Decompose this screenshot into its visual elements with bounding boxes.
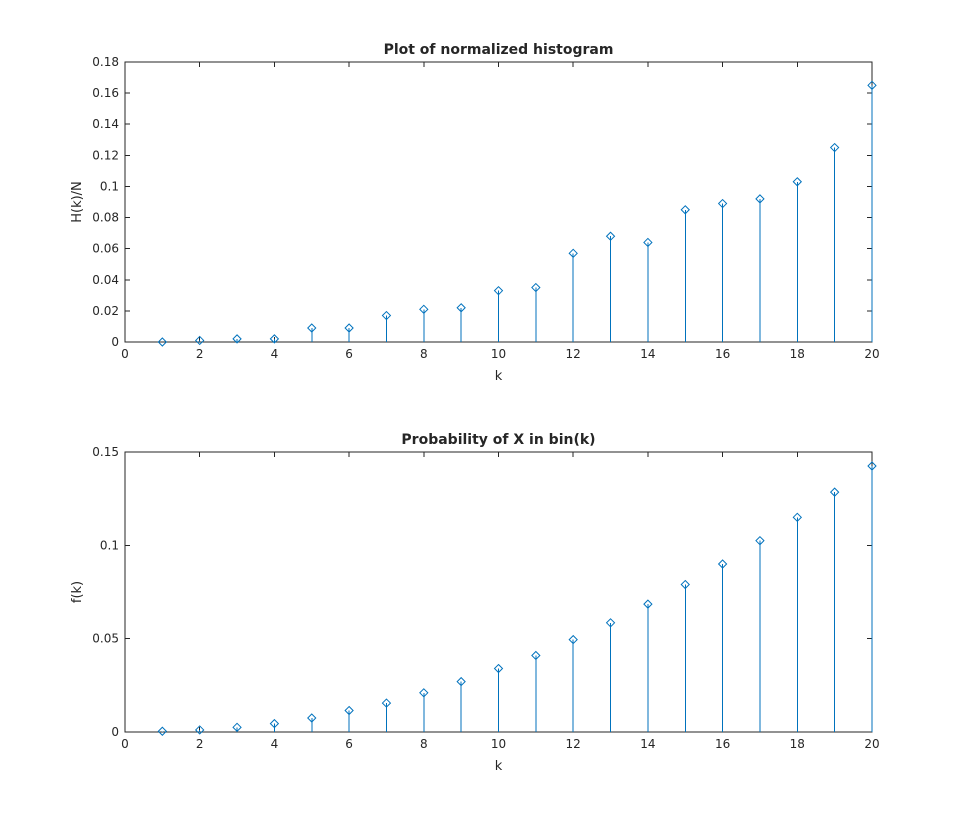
stem-marker [829, 487, 840, 497]
x-tick-label: 16 [715, 347, 730, 361]
stem-marker [493, 663, 504, 674]
y-axis-label: f(k) [70, 581, 85, 603]
stem-marker [717, 559, 728, 569]
x-axis-label: k [495, 369, 503, 384]
stem-marker [194, 335, 205, 346]
x-tick-label: 12 [566, 737, 581, 751]
x-tick-label: 20 [864, 737, 879, 751]
x-tick-label: 18 [790, 737, 805, 751]
stem-marker [157, 726, 168, 736]
y-tick-label: 0.15 [92, 445, 119, 459]
x-tick-label: 16 [715, 737, 730, 751]
y-tick-label: 0.08 [92, 211, 119, 225]
x-tick-label: 14 [640, 347, 655, 361]
x-tick-label: 18 [790, 347, 805, 361]
y-tick-label: 0.02 [92, 304, 119, 318]
stem-marker [307, 713, 317, 723]
stem-marker [531, 650, 541, 661]
stem-marker [531, 282, 541, 293]
y-tick-label: 0 [111, 725, 119, 739]
stem-marker [269, 718, 280, 729]
stem-marker [792, 177, 803, 187]
stem-marker [269, 334, 280, 344]
stem-marker [829, 142, 840, 153]
stem-marker [381, 698, 392, 708]
y-axis-label: H(k)/N [70, 181, 85, 223]
x-tick-label: 8 [420, 347, 428, 361]
stem-marker [419, 304, 429, 315]
plot-normalized-histogram: 0 2 4 6 8 10 12 14 16 18 20 0 0.02 0.04 0.06 0.08 0.1 0.1… [70, 42, 880, 384]
stem-marker [232, 334, 242, 344]
stem-marker [232, 722, 242, 733]
x-tick-label: 0 [121, 347, 129, 361]
y-tick-label: 0.12 [92, 148, 119, 162]
x-tick-label: 10 [491, 737, 506, 751]
x-axis-label: k [495, 759, 503, 774]
x-tick-label: 12 [566, 347, 581, 361]
stem-marker [344, 323, 354, 333]
x-tick-label: 14 [640, 737, 655, 751]
chart-title: Probability of X in bin(k) [401, 432, 595, 448]
stem-marker [755, 194, 765, 204]
y-tick-label: 0.18 [92, 55, 119, 69]
stem-marker [194, 725, 205, 735]
y-tick-label: 0.04 [92, 273, 119, 287]
stem-marker [381, 310, 392, 321]
y-tick-label: 0.14 [92, 117, 119, 131]
stem-marker [643, 237, 653, 248]
stem-marker [456, 303, 466, 313]
x-tick-label: 4 [271, 737, 279, 751]
stem-marker [680, 579, 690, 590]
y-tick-label: 0.05 [92, 632, 119, 646]
x-tick-label: 0 [121, 737, 129, 751]
x-tick-label: 20 [864, 347, 879, 361]
stem-marker [643, 599, 653, 609]
x-tick-label: 2 [196, 347, 204, 361]
stem-marker [456, 676, 466, 687]
stem-marker [419, 688, 429, 698]
stem-marker [717, 198, 728, 209]
x-tick-label: 2 [196, 737, 204, 751]
y-tick-label: 0.16 [92, 86, 119, 100]
stem-marker [493, 285, 504, 296]
x-tick-label: 10 [491, 347, 506, 361]
x-tick-label: 4 [271, 347, 279, 361]
stem-marker [867, 80, 877, 91]
x-tick-label: 8 [420, 737, 428, 751]
chart-title: Plot of normalized histogram [384, 42, 614, 58]
stem-marker [755, 535, 765, 546]
y-tick-label: 0.1 [100, 179, 119, 193]
stem-marker [568, 248, 578, 259]
stem-marker [344, 705, 354, 716]
stem-marker [680, 205, 690, 215]
stem-marker [157, 337, 168, 347]
stem-marker [568, 634, 578, 645]
x-tick-label: 6 [345, 347, 353, 361]
x-tick-label: 6 [345, 737, 353, 751]
y-tick-label: 0 [111, 335, 119, 349]
stem-marker [867, 461, 877, 471]
plot-probability: 0 2 4 6 8 10 12 14 16 18 20 0 0.05 0.1 0.15 Probability… [70, 432, 880, 774]
stem-marker [307, 323, 317, 333]
y-tick-label: 0.1 [100, 538, 119, 552]
stem-marker [792, 512, 803, 523]
stem-marker [605, 231, 616, 241]
y-tick-label: 0.06 [92, 242, 119, 256]
stem-marker [605, 618, 616, 628]
